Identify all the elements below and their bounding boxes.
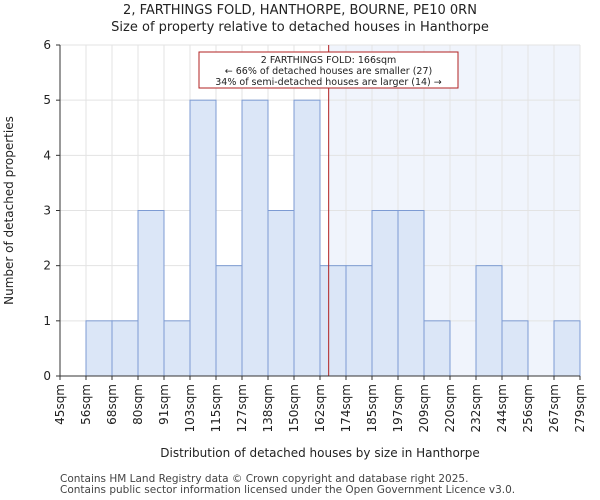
x-tick-label: 220sqm bbox=[443, 384, 457, 432]
x-tick-label: 279sqm bbox=[573, 384, 587, 432]
y-axis-label: Number of detached properties bbox=[2, 116, 16, 305]
bar bbox=[241, 99, 269, 377]
bar bbox=[397, 210, 425, 377]
x-tick-label: 103sqm bbox=[183, 384, 197, 432]
annotation-line: ← 66% of detached houses are smaller (27… bbox=[225, 66, 432, 77]
bar bbox=[423, 320, 451, 377]
bar bbox=[189, 99, 217, 377]
x-tick-label: 174sqm bbox=[339, 384, 353, 432]
bar bbox=[475, 265, 503, 377]
x-tick-label: 127sqm bbox=[235, 384, 249, 432]
x-tick-label: 45sqm bbox=[53, 384, 67, 425]
bar bbox=[111, 320, 139, 377]
y-tick-label: 4 bbox=[43, 148, 51, 162]
x-tick-label: 138sqm bbox=[261, 384, 275, 432]
x-tick-label: 185sqm bbox=[365, 384, 379, 432]
annotation-line: 34% of semi-detached houses are larger (… bbox=[215, 77, 442, 88]
y-tick-label: 2 bbox=[43, 259, 51, 273]
bar bbox=[215, 265, 243, 377]
x-tick-label: 68sqm bbox=[105, 384, 119, 425]
annotation-line: 2 FARTHINGS FOLD: 166sqm bbox=[261, 55, 396, 66]
bar bbox=[163, 320, 191, 377]
x-axis-label: Distribution of detached houses by size … bbox=[160, 446, 479, 460]
footer-line-1: Contains HM Land Registry data © Crown c… bbox=[60, 473, 469, 485]
x-tick-label: 91sqm bbox=[157, 384, 171, 425]
x-tick-label: 115sqm bbox=[209, 384, 223, 432]
x-tick-label: 197sqm bbox=[391, 384, 405, 432]
bar bbox=[345, 265, 373, 377]
y-tick-label: 0 bbox=[43, 369, 51, 383]
bar bbox=[371, 210, 399, 377]
bar bbox=[553, 320, 581, 377]
x-tick-label: 244sqm bbox=[495, 384, 509, 432]
x-tick-label: 150sqm bbox=[287, 384, 301, 432]
x-tick-label: 267sqm bbox=[547, 384, 561, 432]
x-tick-label: 256sqm bbox=[521, 384, 535, 432]
x-tick-label: 56sqm bbox=[79, 384, 93, 425]
bar bbox=[293, 99, 321, 377]
footer-line-2: Contains public sector information licen… bbox=[60, 484, 516, 496]
bar bbox=[501, 320, 529, 377]
annotation-box bbox=[198, 51, 459, 89]
bar bbox=[267, 210, 295, 377]
chart-subtitle: Size of property relative to detached ho… bbox=[111, 20, 489, 35]
y-tick-label: 3 bbox=[43, 204, 51, 218]
x-tick-label: 162sqm bbox=[313, 384, 327, 432]
x-tick-label: 232sqm bbox=[469, 384, 483, 432]
y-tick-label: 5 bbox=[43, 93, 51, 107]
bar bbox=[319, 265, 347, 377]
bar bbox=[137, 210, 165, 377]
chart-title: 2, FARTHINGS FOLD, HANTHORPE, BOURNE, PE… bbox=[123, 3, 477, 18]
y-tick-label: 6 bbox=[43, 38, 51, 52]
x-tick-label: 209sqm bbox=[417, 384, 431, 432]
bar bbox=[85, 320, 113, 377]
y-tick-label: 1 bbox=[43, 314, 51, 328]
x-tick-label: 80sqm bbox=[131, 384, 145, 425]
